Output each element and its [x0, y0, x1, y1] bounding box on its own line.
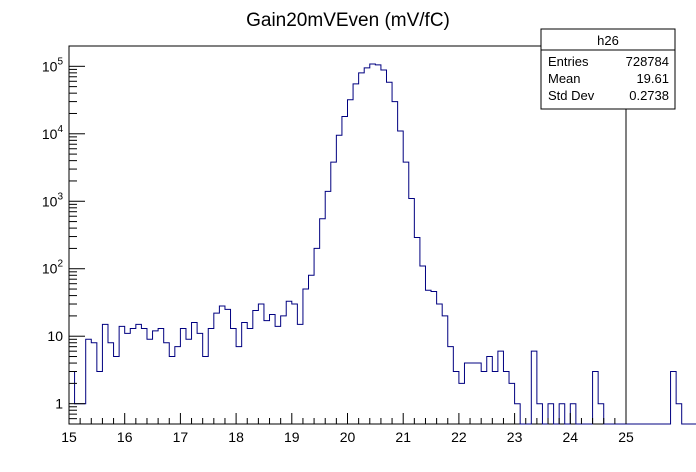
x-tick-label: 16: [117, 429, 133, 445]
histogram-line: [69, 63, 696, 425]
chart-title: Gain20mVEven (mV/fC): [246, 10, 450, 31]
stats-entries-label: Entries: [548, 54, 589, 69]
stats-entries-value: 728784: [626, 54, 669, 69]
x-tick-label: 23: [507, 429, 523, 445]
x-tick-label: 18: [228, 429, 244, 445]
stats-histogram-name: h26: [597, 33, 619, 48]
y-axis: 1 10 102 103 104 105: [42, 45, 85, 425]
stats-box: h26 Entries 728784 Mean 19.61 Std Dev 0.…: [540, 28, 676, 110]
x-tick-label: 20: [340, 429, 356, 445]
y-tick-label: 1: [55, 396, 63, 412]
stats-stddev-label: Std Dev: [548, 88, 595, 103]
stats-mean-label: Mean: [548, 71, 581, 86]
x-tick-label: 15: [61, 429, 77, 445]
x-axis: 15 16 17 18 19 20 21 22 23 24 25: [61, 413, 634, 445]
y-tick-label: 10: [47, 328, 63, 344]
x-tick-label: 19: [284, 429, 300, 445]
x-tick-label: 22: [451, 429, 467, 445]
y-tick-label: 102: [42, 259, 64, 277]
stats-box-frame: [540, 28, 676, 110]
y-tick-label: 103: [42, 191, 64, 209]
x-tick-label: 17: [173, 429, 189, 445]
x-tick-label: 24: [563, 429, 579, 445]
stats-mean-value: 19.61: [636, 71, 669, 86]
y-tick-label: 105: [42, 56, 64, 74]
x-tick-label: 21: [395, 429, 411, 445]
stats-stddev-value: 0.2738: [629, 88, 669, 103]
y-tick-label: 104: [42, 124, 64, 142]
x-tick-label: 25: [618, 429, 634, 445]
